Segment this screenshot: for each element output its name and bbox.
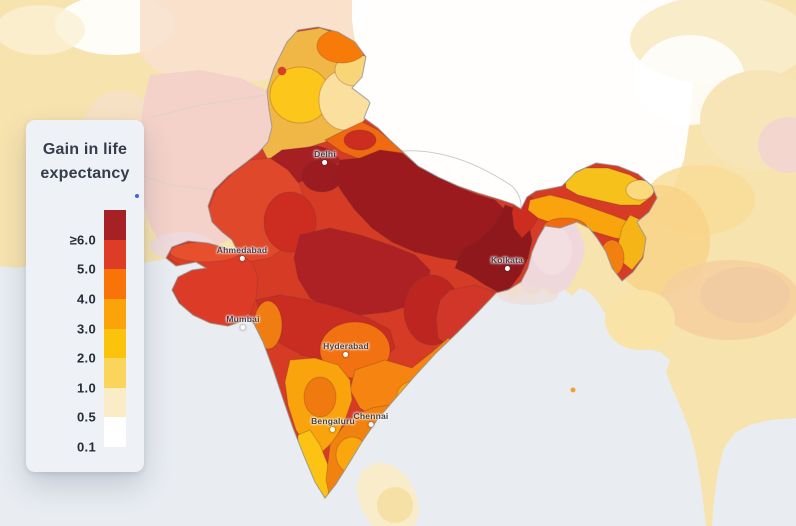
region-tibet-china [352, 0, 796, 210]
legend-title-line1: Gain in life [42, 141, 128, 158]
legend-swatch-2.0 [104, 328, 126, 359]
legend-bar [104, 210, 126, 447]
legend-swatch-0.5 [104, 387, 126, 418]
legend-tick-label: 0.5 [77, 409, 96, 425]
legend-tick-label: ≥6.0 [69, 232, 96, 248]
legend-swatch-3.0 [104, 298, 126, 329]
legend-swatch-5.0 [104, 239, 126, 270]
legend-labels: ≥6.0 5.0 4.0 3.0 2.0 1.0 0.5 0.1 [26, 210, 96, 454]
legend-swatch-1.0 [104, 358, 126, 388]
legend-tick-label: 3.0 [77, 321, 96, 336]
legend-title-line2: expectancy [40, 165, 130, 182]
legend-tick-label: 5.0 [77, 261, 96, 277]
india-border [165, 26, 658, 499]
legend-tick-label: 2.0 [77, 350, 96, 366]
legend-swatch-≥6.0 [104, 210, 126, 240]
legend-title: Gain in life expectancy [26, 120, 144, 186]
region-sri-lanka [356, 462, 419, 526]
legend-tick-label: 0.1 [77, 439, 96, 455]
legend-swatch-0.1 [104, 417, 126, 447]
legend-tick-label: 1.0 [77, 380, 96, 396]
legend-panel: Gain in life expectancy ≥6.0 5.0 4.0 3.0 2.0… [26, 120, 144, 472]
legend-swatch-4.0 [104, 269, 126, 299]
marker-dot [135, 194, 139, 198]
legend-tick-label: 4.0 [77, 291, 96, 307]
legend-scale: ≥6.0 5.0 4.0 3.0 2.0 1.0 0.5 0.1 [26, 210, 144, 455]
